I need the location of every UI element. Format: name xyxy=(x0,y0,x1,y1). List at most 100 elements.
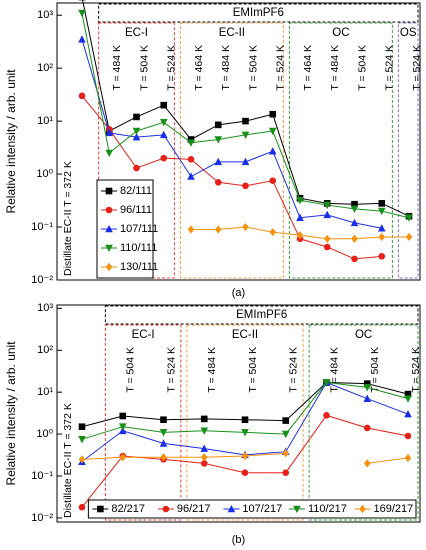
marker xyxy=(282,417,290,424)
marker xyxy=(359,504,366,514)
group-label: EC-I xyxy=(125,27,148,39)
series-line xyxy=(81,39,382,229)
marker xyxy=(119,453,127,462)
y-axis-label: Relative intensity / arb. unit xyxy=(4,69,18,214)
marker xyxy=(241,451,249,461)
marker xyxy=(78,9,86,18)
group-box xyxy=(308,324,419,521)
marker xyxy=(78,503,86,511)
series-line xyxy=(81,95,382,260)
marker xyxy=(323,412,330,419)
marker xyxy=(105,149,114,158)
marker xyxy=(162,505,170,513)
marker xyxy=(293,505,301,514)
y-tick-label: 10⁻¹ xyxy=(31,221,53,233)
marker xyxy=(322,379,331,387)
marker xyxy=(118,423,127,431)
x-category-label: T = 504 K xyxy=(125,347,137,393)
group-box xyxy=(98,3,419,23)
x-category-label: T = 524 K xyxy=(410,347,422,393)
group-label: EC-II xyxy=(232,329,258,341)
x-category-label: T = 464 K xyxy=(302,45,314,91)
marker xyxy=(269,228,277,237)
marker xyxy=(160,416,167,424)
marker xyxy=(377,224,386,232)
marker xyxy=(187,172,195,180)
legend-label: 96/217 xyxy=(177,503,211,515)
marker xyxy=(105,262,113,272)
marker xyxy=(323,201,332,210)
marker xyxy=(187,225,195,234)
legend-label: 110/217 xyxy=(308,503,347,515)
marker xyxy=(78,423,86,431)
marker xyxy=(269,110,277,118)
marker xyxy=(132,132,141,141)
y-tick-label: 10⁻² xyxy=(31,512,53,524)
x-category-label: T = 524 K xyxy=(288,347,300,393)
marker xyxy=(377,207,386,216)
marker xyxy=(268,127,277,136)
group-box xyxy=(104,305,419,325)
y-tick-label: 10³ xyxy=(37,9,53,21)
marker xyxy=(351,255,358,263)
marker xyxy=(78,436,86,444)
marker xyxy=(323,234,331,243)
x-category-label: T = 484 K xyxy=(206,347,218,393)
marker xyxy=(363,459,371,468)
x-category-label: T = 524 K xyxy=(165,347,177,393)
marker xyxy=(241,416,249,424)
group-label: EMImPF6 xyxy=(236,309,287,321)
marker xyxy=(351,200,358,208)
legend-label: 110/111 xyxy=(120,242,157,254)
x-category-label: T = 484 K xyxy=(220,45,232,91)
legend-label: 107/111 xyxy=(120,223,158,235)
x-category-label: T = 504 K xyxy=(356,45,368,91)
y-tick-label: 10⁰ xyxy=(36,168,53,180)
marker xyxy=(404,453,412,463)
x-category-label: T = 504 K xyxy=(369,347,381,393)
group-label: EC-I xyxy=(132,329,155,341)
marker xyxy=(187,139,195,147)
marker xyxy=(363,380,371,387)
marker xyxy=(214,136,223,144)
marker xyxy=(133,113,140,121)
marker xyxy=(282,449,290,458)
marker xyxy=(281,430,290,439)
x-category-label: T = 464 K xyxy=(193,45,205,91)
y-tick-label: 10⁰ xyxy=(36,428,53,440)
marker xyxy=(323,210,332,219)
marker xyxy=(363,384,372,392)
marker xyxy=(404,390,412,398)
x-category-label: T = 484 K xyxy=(329,45,341,91)
group-label: OS xyxy=(400,27,417,39)
marker xyxy=(296,213,304,222)
marker xyxy=(132,127,141,136)
marker xyxy=(159,119,168,127)
x-category-label: T = 504 K xyxy=(247,45,259,91)
marker xyxy=(296,196,304,205)
marker xyxy=(404,395,412,403)
group-label: OC xyxy=(332,27,349,39)
marker xyxy=(378,232,386,242)
marker xyxy=(269,177,277,184)
legend-box xyxy=(87,499,417,519)
group-box xyxy=(397,22,419,279)
x-category-label: T = 484 K xyxy=(111,45,123,91)
y-tick-label: 10² xyxy=(37,62,53,74)
marker xyxy=(241,157,250,166)
legend-label: 96/111 xyxy=(120,204,152,216)
marker xyxy=(241,429,249,437)
marker xyxy=(363,424,371,432)
group-box xyxy=(104,324,182,521)
marker xyxy=(242,117,249,125)
group-label: EC-II xyxy=(219,27,245,39)
marker xyxy=(214,225,222,234)
y-tick-label: 10¹ xyxy=(37,115,53,127)
marker xyxy=(200,453,208,462)
marker xyxy=(200,427,209,435)
marker xyxy=(159,130,168,139)
marker xyxy=(323,243,331,251)
marker xyxy=(282,469,290,476)
marker xyxy=(350,218,359,227)
marker xyxy=(105,244,113,253)
